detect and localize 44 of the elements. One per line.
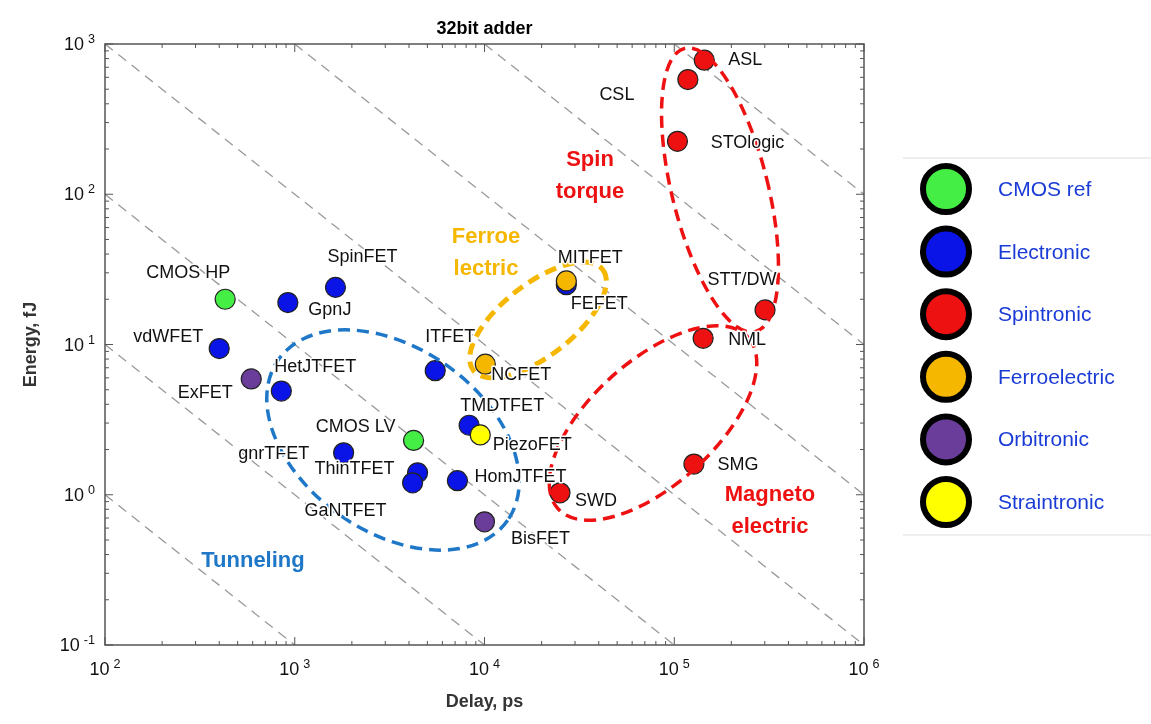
annotation: CMOS HP xyxy=(146,262,231,283)
annotation: STT/DW xyxy=(707,268,777,289)
annotation: Tunneling xyxy=(201,546,305,572)
x-tick-label: 10$^{4}$ xyxy=(468,657,501,679)
annotation: GaNTFET xyxy=(304,499,387,520)
y-tick-label: 10$^{2}$ xyxy=(63,182,95,205)
annotation: SpinFET xyxy=(327,246,398,267)
legend-label: CMOS ref xyxy=(998,177,1092,200)
y-tick-label: 10$^{1}$ xyxy=(63,332,95,355)
annotation: HetJTFET xyxy=(274,355,357,376)
annotation: FEFET xyxy=(570,293,628,314)
legend-label: Straintronic xyxy=(998,490,1105,513)
annotation: ThinTFET xyxy=(314,457,395,478)
legend-label: Orbitronic xyxy=(998,427,1090,451)
annotation: Magneto electric xyxy=(724,480,816,538)
x-tick-label: 10$^{2}$ xyxy=(89,657,121,679)
annotation: vdWFET xyxy=(133,326,204,347)
annotation: ExFET xyxy=(177,381,233,402)
annotation: ASL xyxy=(728,48,763,69)
x-axis-title: Delay, ps xyxy=(445,691,524,711)
legend-label: Ferroelectric xyxy=(998,364,1115,388)
x-tick-label: 10$^{6}$ xyxy=(848,657,880,679)
legend-label: Electronic xyxy=(998,239,1091,263)
y-tick-label: 10$^{3}$ xyxy=(63,32,95,54)
y-axis-title: Energy, fJ xyxy=(20,301,40,388)
y-tick-label: 10$^{-1}$ xyxy=(59,633,95,655)
annotation: CMOS LV xyxy=(315,416,396,437)
chart-title: 32bit adder xyxy=(436,18,533,38)
annotation: MITFET xyxy=(557,246,623,267)
x-tick-label: 10$^{3}$ xyxy=(279,657,311,679)
annotation: STOlogic xyxy=(710,132,785,153)
annotation: ITFET xyxy=(425,326,476,347)
annotation: SWD xyxy=(575,489,618,510)
annotation: BisFET xyxy=(510,527,571,548)
annotation: gnrTFET xyxy=(238,442,310,463)
annotation: CSL xyxy=(599,84,635,105)
y-tick-label: 10$^{0}$ xyxy=(63,482,95,505)
annotation: SMG xyxy=(717,453,759,474)
x-tick-label: 10$^{5}$ xyxy=(658,657,690,679)
annotation: GpnJ xyxy=(308,299,352,320)
annotation: Spin torque xyxy=(555,145,625,203)
legend-label: Spintronic xyxy=(998,302,1092,326)
annotation: TMDTFET xyxy=(460,395,545,416)
annotation: Ferroe lectric xyxy=(451,222,521,280)
